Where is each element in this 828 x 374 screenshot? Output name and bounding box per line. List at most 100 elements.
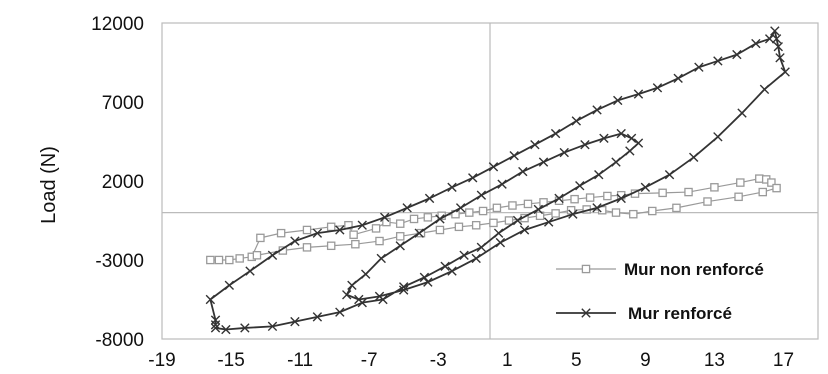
data-point [771, 34, 782, 44]
data-point [703, 197, 712, 206]
data-point [252, 251, 262, 260]
data-point [640, 182, 651, 193]
data-point [775, 53, 785, 63]
data-point [398, 285, 409, 295]
data-point [302, 225, 312, 235]
data-point [710, 183, 719, 192]
x-tick-label: -7 [361, 350, 378, 371]
x-tick-label: -3 [430, 350, 447, 371]
data-point [736, 178, 745, 187]
data-point [476, 190, 487, 200]
data-point [414, 228, 424, 238]
data-point [335, 307, 345, 317]
data-point [290, 316, 300, 327]
data-point [504, 216, 514, 225]
data-point [550, 128, 561, 139]
legend-label: Mur non renforcé [624, 260, 764, 279]
data-point [737, 108, 747, 118]
data-point [599, 133, 609, 144]
data-point [652, 83, 663, 93]
data-point [440, 261, 450, 272]
data-point [471, 253, 481, 264]
data-point [772, 183, 781, 193]
data-point [538, 157, 549, 167]
data-point [423, 277, 433, 287]
data-point [245, 266, 255, 276]
data-point [592, 203, 602, 213]
data-point [658, 188, 667, 198]
data-point [633, 89, 644, 99]
data-point [205, 294, 216, 305]
data-point [459, 250, 469, 260]
data-point [629, 209, 638, 219]
data-point [465, 208, 474, 217]
data-point [455, 203, 466, 213]
data-point [374, 291, 385, 302]
data-point [349, 230, 358, 239]
data-point [732, 49, 742, 60]
data-point [488, 162, 499, 172]
data-point [435, 225, 445, 235]
data-point [312, 312, 323, 322]
data-point [713, 56, 723, 66]
data-point [478, 206, 488, 216]
x-tick-label: 17 [773, 350, 794, 371]
data-point [544, 217, 554, 227]
data-point [559, 147, 569, 158]
data-point [780, 67, 790, 77]
data-point [530, 139, 540, 150]
data-point [535, 211, 545, 221]
data-point [616, 193, 626, 204]
data-point [221, 324, 231, 335]
y-axis-title: Load (N) [38, 146, 60, 224]
data-point [770, 26, 780, 36]
data-point [648, 206, 657, 216]
series-layer [205, 26, 790, 335]
data-point [357, 220, 367, 230]
data-point [395, 241, 405, 251]
x-tick-label: 9 [640, 350, 651, 371]
data-point [468, 173, 478, 183]
data-point [580, 139, 590, 150]
data-point [611, 157, 621, 167]
series-mur-non-renforce [206, 174, 781, 265]
axes [161, 22, 819, 340]
data-point [519, 225, 530, 235]
data-point [512, 215, 523, 226]
data-point [713, 132, 723, 142]
data-point [551, 209, 560, 218]
data-point [767, 178, 776, 187]
data-point [518, 166, 528, 177]
data-point [523, 199, 533, 209]
data-point [416, 228, 426, 238]
data-point [581, 264, 591, 274]
data-point [326, 222, 336, 232]
data-point [495, 237, 506, 248]
x-tick-label: 13 [704, 350, 725, 371]
data-point [554, 193, 564, 204]
data-point [603, 191, 612, 201]
data-point [347, 280, 357, 290]
data-point [689, 152, 699, 162]
data-point [267, 250, 278, 260]
data-point [581, 308, 591, 318]
legend-item: Mur non renforcé [556, 260, 764, 279]
data-point [633, 138, 644, 148]
data-point [764, 34, 775, 44]
data-point [734, 192, 743, 202]
x-tick-label: -19 [148, 350, 175, 371]
data-point [626, 133, 637, 144]
data-point [361, 269, 371, 279]
data-point [395, 232, 405, 241]
data-point [758, 187, 768, 197]
data-point [267, 321, 278, 332]
data-point [206, 255, 215, 265]
data-point [613, 95, 623, 106]
data-point [376, 253, 386, 264]
data-point [672, 203, 681, 213]
data-point [594, 169, 604, 180]
data-point [476, 242, 487, 253]
data-point [493, 228, 504, 238]
data-point [354, 294, 364, 305]
data-point [256, 233, 265, 243]
